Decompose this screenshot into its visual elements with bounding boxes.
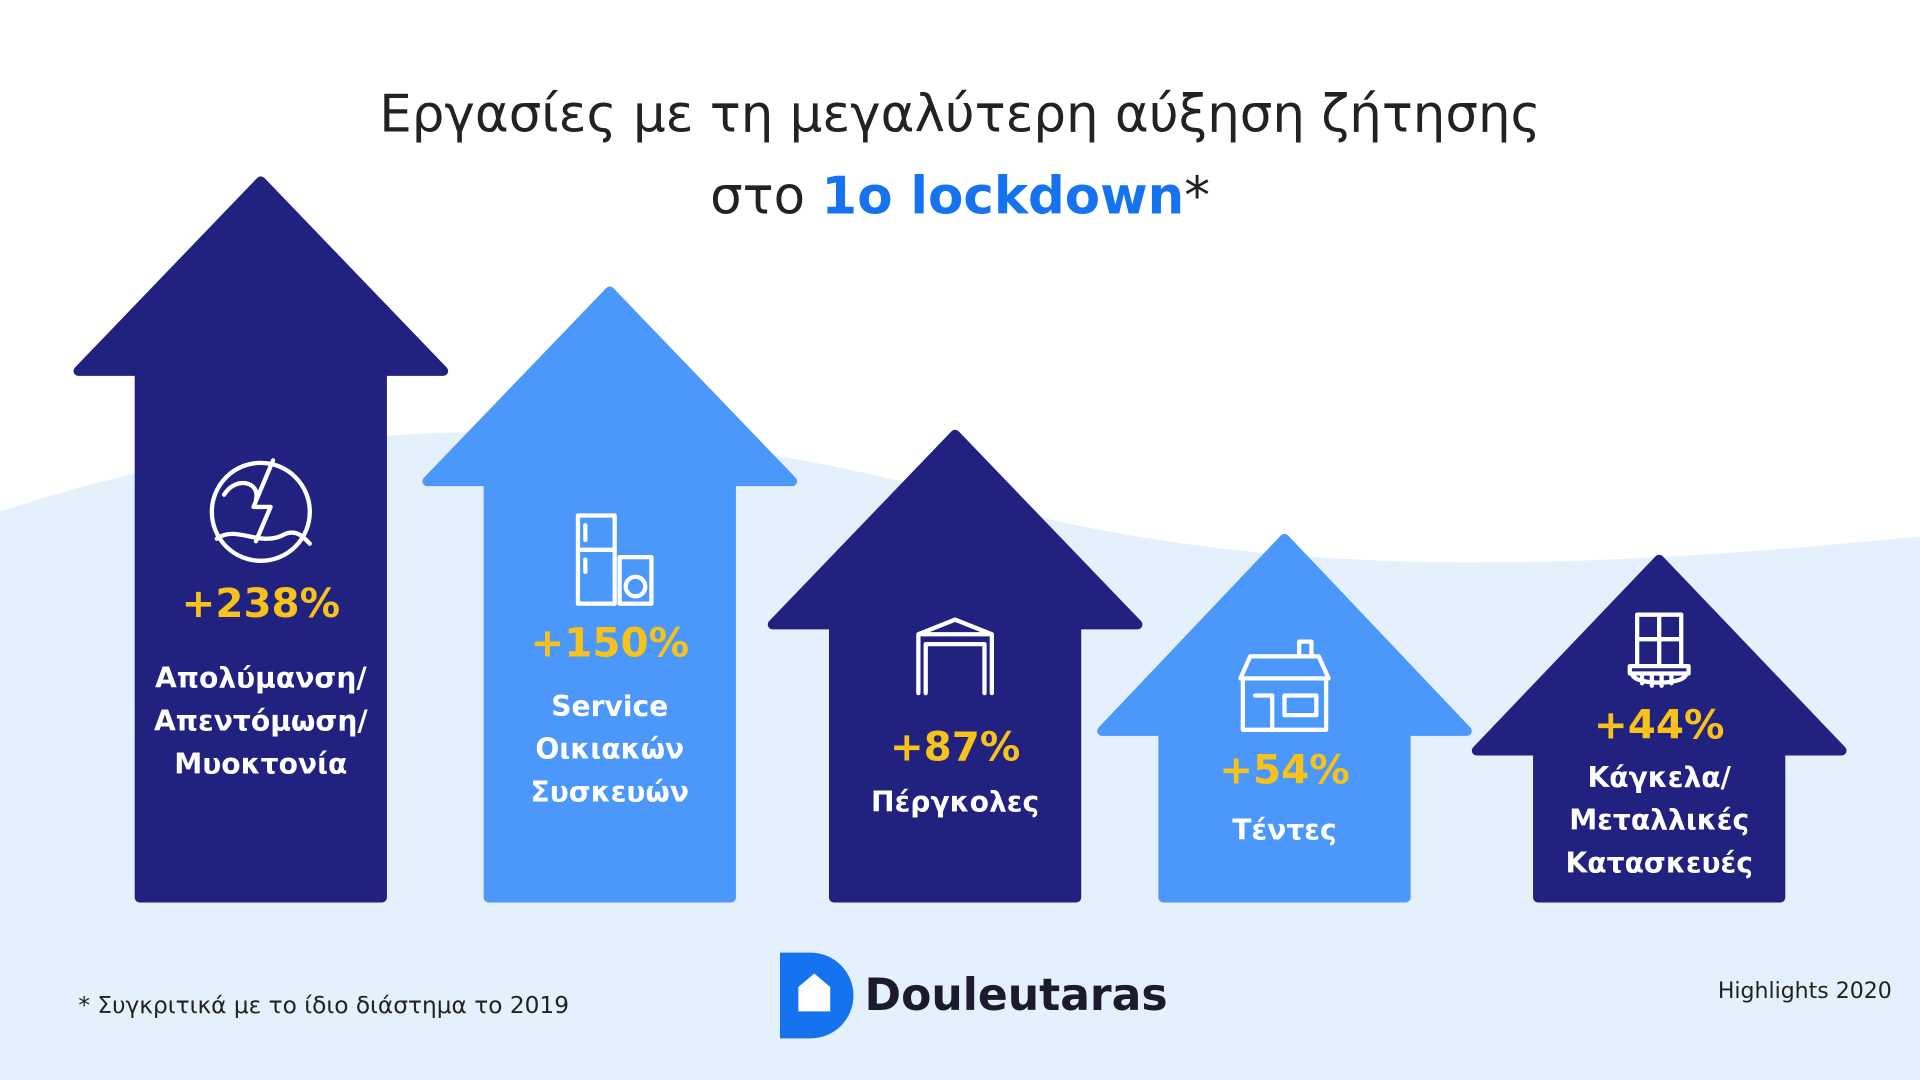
percent: +238%: [182, 579, 341, 627]
label: Συσκευών: [531, 775, 690, 808]
arrow: [767, 429, 1143, 903]
label: Κάγκελα/: [1587, 761, 1731, 794]
label: Τέντες: [1232, 813, 1336, 846]
arrow-item: +150% Service Οικιακών Συσκευών: [422, 286, 798, 903]
percent: +44%: [1594, 700, 1725, 748]
arrow-item: +54% Τέντες: [1097, 533, 1472, 903]
label: Κατασκευές: [1565, 846, 1752, 879]
arrow-item: +87% Πέργκολες: [767, 429, 1143, 903]
title-prefix: στο: [710, 167, 805, 227]
icon: [1238, 639, 1331, 732]
title-suffix: *: [1184, 167, 1210, 227]
label: Service: [551, 690, 668, 723]
icon: [209, 458, 312, 563]
logo-house: [798, 973, 831, 1012]
percent: +87%: [890, 722, 1021, 770]
title-line2: στο 1ο lockdown*: [710, 167, 1210, 227]
icon: [575, 513, 654, 606]
arrow-item: +44% Κάγκελα/Μεταλλικές Κατασκευές: [1471, 554, 1847, 903]
label: Μεταλλικές: [1569, 804, 1749, 837]
logo: Douleutaras: [780, 952, 1168, 1039]
label: Πέργκολες: [871, 785, 1039, 818]
icon: [916, 617, 994, 696]
brand: Douleutaras: [864, 970, 1167, 1021]
arrow: [422, 286, 798, 903]
icon: [1627, 612, 1691, 688]
label: Μυοκτονία: [174, 747, 347, 780]
title-highlight: 1ο lockdown: [821, 167, 1184, 227]
label: Απολύμανση/: [155, 662, 367, 695]
label: Οικιακών: [535, 733, 684, 766]
footnote: * Συγκριτικά με το ίδιο διάστημα το 2019: [78, 992, 569, 1019]
highlights: Highlights 2020: [1718, 979, 1892, 1004]
arrow-item: +238% Απολύμανση/Απεντόμωση/Μυοκτονία: [73, 176, 449, 903]
label: Απεντόμωση/: [154, 704, 368, 737]
arrow: [1097, 533, 1472, 903]
percent: +150%: [530, 618, 689, 666]
title-line1: Εργασίες με τη μεγαλύτερη αύξηση ζήτησης: [379, 85, 1540, 145]
percent: +54%: [1219, 746, 1350, 794]
arrow: [1471, 554, 1847, 903]
